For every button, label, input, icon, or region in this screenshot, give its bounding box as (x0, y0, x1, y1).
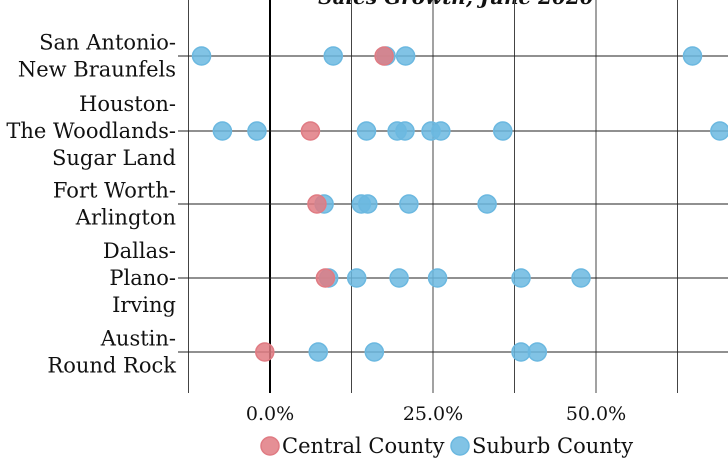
suburb-county-point (527, 342, 548, 362)
suburb-county-point (323, 46, 343, 66)
suburb-county-point (710, 121, 728, 141)
grid-layer (188, 0, 678, 393)
central-county-point (315, 268, 336, 288)
category-label: New Braunfels (18, 58, 176, 82)
suburb-county-point (399, 194, 419, 214)
chart-title: Sales Growth, June 2020 (318, 0, 594, 9)
suburb-county-point (346, 268, 367, 288)
suburb-county-point (356, 121, 377, 141)
suburb-county-point (364, 342, 385, 362)
category-label: Dallas- (103, 239, 176, 263)
suburb-county-point (571, 268, 591, 288)
suburb-county-point (427, 268, 448, 288)
legend-swatch-central-county (260, 436, 280, 456)
suburb-county-point (358, 194, 378, 214)
x-tick-label: 50.0% (566, 403, 626, 425)
suburb-county-point (308, 342, 328, 362)
category-label: Austin- (100, 327, 176, 351)
suburb-county-point (395, 46, 416, 66)
suburb-county-point (682, 46, 703, 66)
legend-swatch-suburb-county (450, 436, 470, 456)
suburb-county-point (477, 194, 497, 214)
suburb-county-point (493, 121, 513, 141)
category-label: Irving (112, 293, 176, 317)
suburb-county-point (431, 121, 451, 141)
data-points (191, 46, 728, 362)
category-label: Houston- (79, 92, 176, 116)
legend: Central County Suburb County (260, 434, 633, 458)
suburb-county-point (247, 121, 267, 141)
central-county-point (307, 194, 327, 214)
category-label: Sugar Land (52, 146, 176, 170)
category-label: San Antonio- (39, 31, 176, 55)
category-label: The Woodlands- (6, 119, 176, 143)
x-tick-label: 25.0% (403, 403, 463, 425)
suburb-county-point (191, 46, 212, 66)
x-tick-label: 0.0% (246, 403, 294, 425)
suburb-county-point (511, 342, 531, 362)
central-county-point (374, 46, 394, 66)
central-county-point (300, 121, 321, 141)
category-label: Fort Worth- (53, 179, 176, 203)
category-label: Round Rock (47, 354, 176, 378)
category-label: Arlington (75, 206, 176, 230)
legend-label-suburb-county: Suburb County (472, 434, 633, 458)
suburb-county-point (212, 121, 233, 141)
category-label: Plano- (109, 266, 176, 290)
legend-label-central-county: Central County (282, 434, 445, 458)
x-tick-labels: 0.0% 25.0% 50.0% (246, 403, 626, 425)
central-county-point (255, 342, 275, 362)
suburb-county-point (511, 268, 531, 288)
suburb-county-point (395, 121, 415, 141)
suburb-county-point (389, 268, 409, 288)
category-rows: San Antonio- New Braunfels Houston- The Woo… (6, 31, 728, 378)
